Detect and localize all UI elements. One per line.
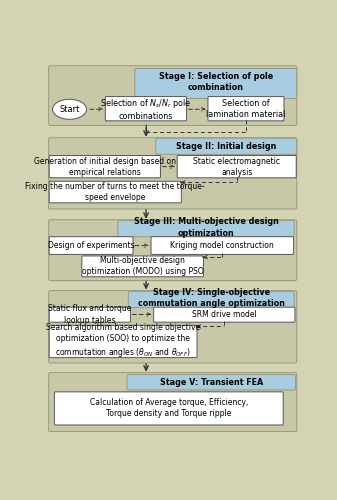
- FancyBboxPatch shape: [49, 290, 297, 363]
- Text: Search algorithm based single objective
optimization (SOO) to optimize the
commu: Search algorithm based single objective …: [46, 323, 200, 359]
- FancyBboxPatch shape: [151, 236, 294, 254]
- FancyBboxPatch shape: [105, 96, 187, 121]
- FancyBboxPatch shape: [49, 220, 297, 280]
- Text: SRM drive model: SRM drive model: [192, 310, 256, 319]
- FancyBboxPatch shape: [54, 392, 283, 425]
- Text: Multi-objective design
optimization (MODO) using PSO: Multi-objective design optimization (MOD…: [82, 256, 204, 276]
- FancyBboxPatch shape: [49, 307, 130, 322]
- Text: Fixing the number of turns to meet the torque-
speed envelope: Fixing the number of turns to meet the t…: [25, 182, 205, 202]
- Text: Selection of $N_s$/$N_r$ pole
combinations: Selection of $N_s$/$N_r$ pole combinatio…: [100, 97, 192, 121]
- Text: Generation of initial design based on
empirical relations: Generation of initial design based on em…: [34, 156, 176, 176]
- Text: Kriging model construction: Kriging model construction: [171, 241, 274, 250]
- FancyBboxPatch shape: [156, 138, 297, 154]
- Text: Stage I: Selection of pole
combination: Stage I: Selection of pole combination: [159, 72, 273, 92]
- FancyBboxPatch shape: [49, 156, 160, 178]
- Text: Stage IV: Single-objective
commutation angle optimization: Stage IV: Single-objective commutation a…: [138, 288, 285, 308]
- FancyBboxPatch shape: [49, 236, 133, 254]
- Text: Stage III: Multi-objective design
optimization: Stage III: Multi-objective design optimi…: [134, 218, 279, 238]
- Text: Stage II: Initial design: Stage II: Initial design: [176, 142, 276, 150]
- FancyBboxPatch shape: [49, 182, 181, 203]
- FancyBboxPatch shape: [118, 220, 294, 236]
- Text: Stage V: Transient FEA: Stage V: Transient FEA: [160, 378, 263, 386]
- FancyBboxPatch shape: [49, 372, 297, 432]
- Text: Calculation of Average torque, Efficiency,
Torque density and Torque ripple: Calculation of Average torque, Efficienc…: [90, 398, 248, 418]
- FancyBboxPatch shape: [177, 156, 296, 178]
- FancyBboxPatch shape: [127, 374, 296, 390]
- FancyBboxPatch shape: [208, 96, 284, 121]
- FancyBboxPatch shape: [135, 68, 297, 98]
- Text: Static electromagnetic
analysis: Static electromagnetic analysis: [193, 156, 280, 176]
- FancyBboxPatch shape: [82, 256, 204, 277]
- Text: Start: Start: [59, 105, 80, 114]
- Text: Selection of
lamination material: Selection of lamination material: [206, 99, 285, 119]
- FancyBboxPatch shape: [154, 307, 295, 322]
- FancyBboxPatch shape: [49, 138, 297, 209]
- FancyBboxPatch shape: [49, 66, 297, 126]
- FancyBboxPatch shape: [49, 326, 197, 358]
- Text: Static flux and torque
lookup tables: Static flux and torque lookup tables: [48, 304, 132, 324]
- Ellipse shape: [53, 100, 87, 119]
- FancyBboxPatch shape: [128, 292, 294, 308]
- Text: Design of experiments: Design of experiments: [48, 241, 134, 250]
